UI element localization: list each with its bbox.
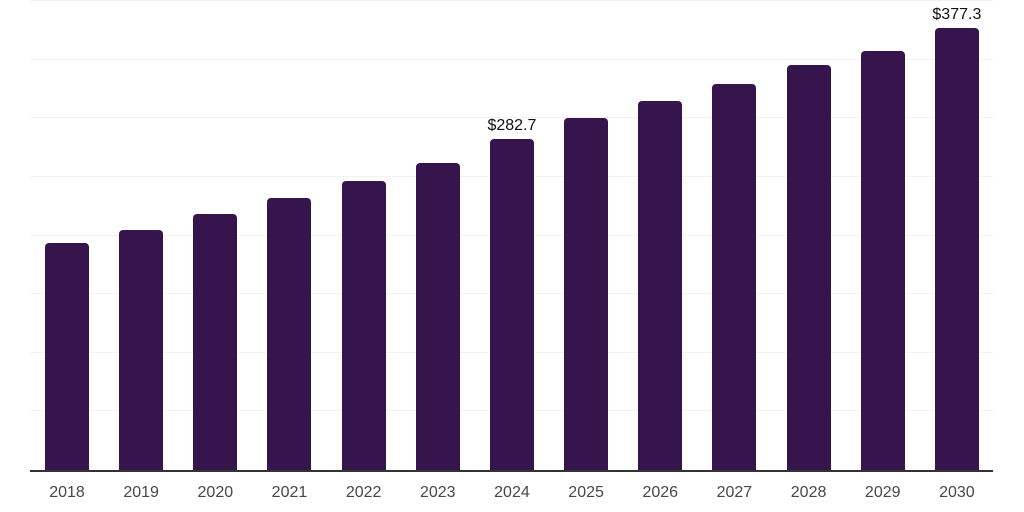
bar-2020 bbox=[193, 213, 238, 470]
bar-2030 bbox=[934, 27, 979, 470]
plot-area: $282.7 $377.3 bbox=[30, 0, 993, 472]
gridline bbox=[30, 58, 993, 60]
bar-2023 bbox=[415, 162, 460, 470]
bar-value-label: $282.7 bbox=[487, 116, 537, 134]
x-tick-label-2025: 2025 bbox=[568, 484, 604, 501]
bar-2028 bbox=[786, 64, 831, 470]
bar-2022 bbox=[341, 181, 386, 470]
x-tick-label-2020: 2020 bbox=[197, 484, 234, 501]
x-tick-label-2028: 2028 bbox=[790, 484, 827, 501]
bar-cell-2020 bbox=[193, 213, 238, 470]
bar-cell-2026 bbox=[638, 100, 683, 470]
x-axis-tick-labels: 2018 2019 2020 2021 2022 2023 2024 2025 2026 2027… bbox=[30, 483, 993, 503]
bar-2019 bbox=[119, 229, 164, 470]
bar-cell-2028 bbox=[786, 64, 831, 470]
bar-cell-2021 bbox=[267, 198, 312, 470]
bars-container: $282.7 $377.3 bbox=[30, 0, 993, 470]
bar-2024 bbox=[489, 138, 534, 470]
x-tick-label-2019: 2019 bbox=[123, 484, 159, 501]
x-tick-label-2030: 2030 bbox=[939, 484, 975, 501]
x-tick-label-2018: 2018 bbox=[49, 484, 85, 501]
bar-cell-2027 bbox=[712, 83, 757, 470]
x-tick-label-2021: 2021 bbox=[271, 484, 308, 501]
bar-cell-2019 bbox=[119, 229, 164, 470]
x-tick-label-2029: 2029 bbox=[864, 484, 901, 501]
bar-cell-2023 bbox=[415, 162, 460, 470]
bar-2027 bbox=[712, 83, 757, 470]
bar-2029 bbox=[860, 51, 905, 470]
bar-cell-2022 bbox=[341, 181, 386, 470]
bar-cell-2024: $282.7 bbox=[487, 116, 537, 470]
bar-2026 bbox=[638, 100, 683, 470]
x-tick-label-2026: 2026 bbox=[642, 484, 679, 501]
bar-2025 bbox=[564, 118, 609, 470]
gridline bbox=[30, 117, 993, 119]
bar-cell-2030: $377.3 bbox=[932, 5, 982, 470]
gridline bbox=[30, 0, 993, 1]
bar-cell-2018 bbox=[45, 243, 89, 470]
x-tick-label-2023: 2023 bbox=[419, 484, 456, 501]
x-tick-label-2022: 2022 bbox=[345, 484, 382, 501]
bar-2018 bbox=[45, 243, 89, 470]
bar-2021 bbox=[267, 198, 312, 470]
bar-value-label: $377.3 bbox=[932, 5, 982, 23]
bar-cell-2025 bbox=[564, 118, 609, 470]
bar-cell-2029 bbox=[860, 51, 905, 470]
x-tick-label-2024: 2024 bbox=[494, 484, 530, 501]
x-tick-label-2027: 2027 bbox=[716, 484, 753, 501]
